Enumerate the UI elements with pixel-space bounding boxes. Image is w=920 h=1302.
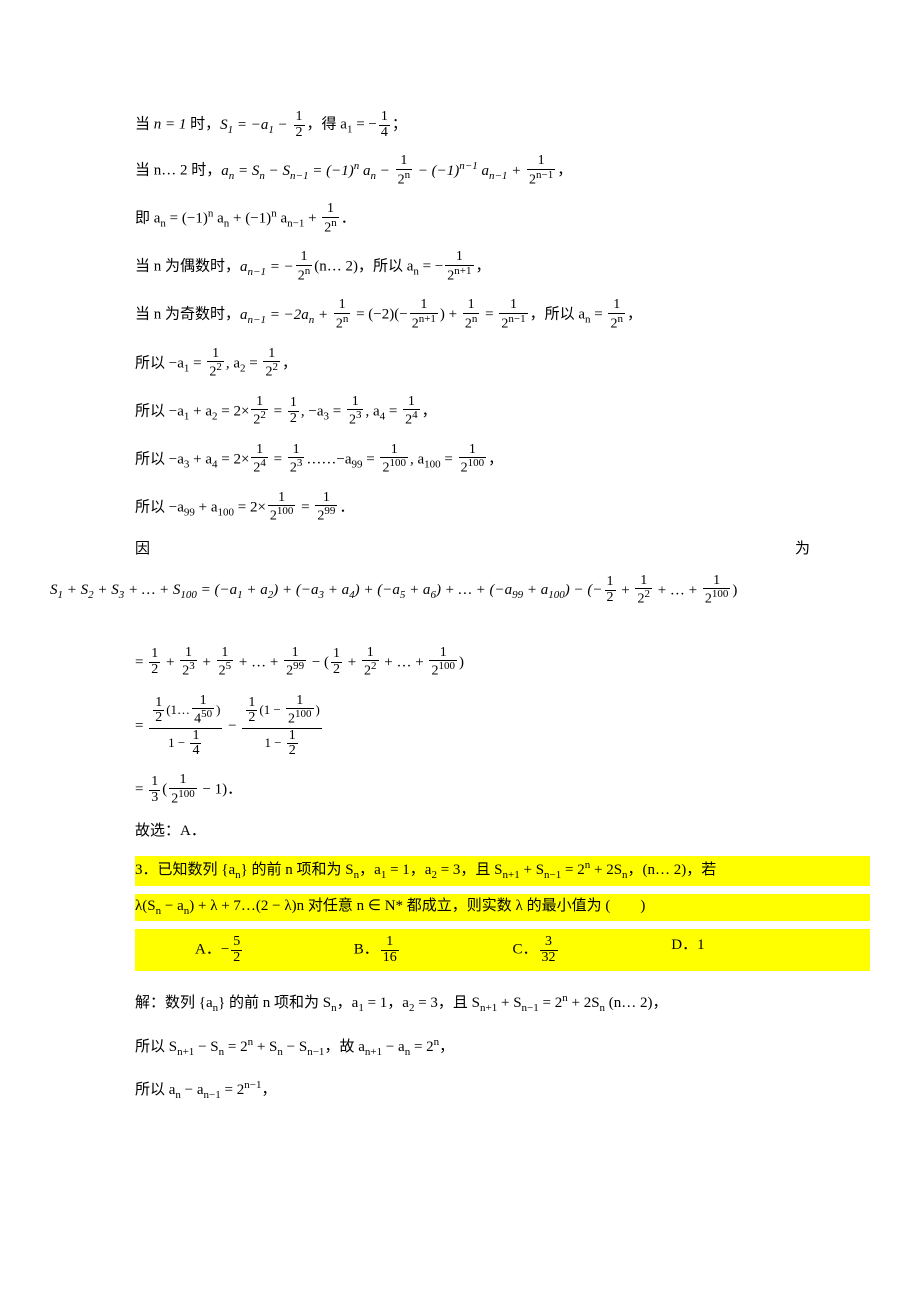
solution-line: 所以 Sn+1 − Sn = 2n + Sn − Sn−1，故 an+1 − a… xyxy=(135,1035,870,1060)
question-3-line-1: 3．已知数列 {an} 的前 n 项和为 Sn，a1 = 1，a2 = 3，且 … xyxy=(135,856,870,885)
solution-line: 所以 an − an−1 = 2n−1， xyxy=(135,1078,870,1103)
solution-line: 解：数列 {an} 的前 n 项和为 Sn，a1 = 1，a2 = 3，且 Sn… xyxy=(135,991,870,1016)
solution-line: = 12(1…1450) 1 − 14 − 12(1 − 12100) 1 − … xyxy=(135,694,870,759)
solution-line: = 13(12100 − 1)． xyxy=(135,773,870,807)
solution-line: 所以 −a1 + a2 = 2×122 = 12, −a3 = 123, a4 … xyxy=(135,395,870,429)
solution-line: 当 n 为奇数时，an−1 = −2an + 12n = (−2)(−12n+1… xyxy=(135,298,870,332)
solution-line: 当 n… 2 时，an = Sn − Sn−1 = (−1)n an − 12n… xyxy=(135,154,870,188)
solution-line: 因为 xyxy=(135,539,870,560)
solution-line: 所以 −a1 = 122, a2 = 122， xyxy=(135,347,870,381)
question-3-line-2: λ(Sn − an) + λ + 7…(2 − λ)n 对任意 n ∈ N* 都… xyxy=(135,894,870,921)
option-b: B．116 xyxy=(354,935,513,965)
question-3-options: A．−52 B．116 C．332 D．1 xyxy=(135,929,870,971)
answer-line: 故选：A． xyxy=(135,821,870,842)
solution-line: 当 n = 1 时，S1 = −a1 − 12，得 a1 = −14； xyxy=(135,110,870,140)
text: 当 xyxy=(135,117,154,133)
solution-line: = 12 + 123 + 125 + … + 1299 − (12 + 122 … xyxy=(135,646,870,680)
solution-line: 即 an = (−1)n an + (−1)n an−1 + 12n． xyxy=(135,202,870,236)
solution-line: S1 + S2 + S3 + … + S100 = (−a1 + a2) + (… xyxy=(50,574,870,608)
option-a: A．−52 xyxy=(195,935,354,965)
solution-line: 所以 −a3 + a4 = 2×124 = 123……−a99 = 12100,… xyxy=(135,443,870,477)
text: 时， xyxy=(186,117,220,133)
solution-line: 所以 −a99 + a100 = 2×12100 = 1299． xyxy=(135,491,870,525)
math: n = 1 xyxy=(154,117,187,133)
solution-line: 当 n 为偶数时，an−1 = −12n(n… 2)，所以 an = −12n+… xyxy=(135,250,870,284)
option-d: D．1 xyxy=(671,935,830,965)
option-c: C．332 xyxy=(513,935,672,965)
document-page: 当 n = 1 时，S1 = −a1 − 12，得 a1 = −14； 当 n…… xyxy=(0,0,920,1302)
